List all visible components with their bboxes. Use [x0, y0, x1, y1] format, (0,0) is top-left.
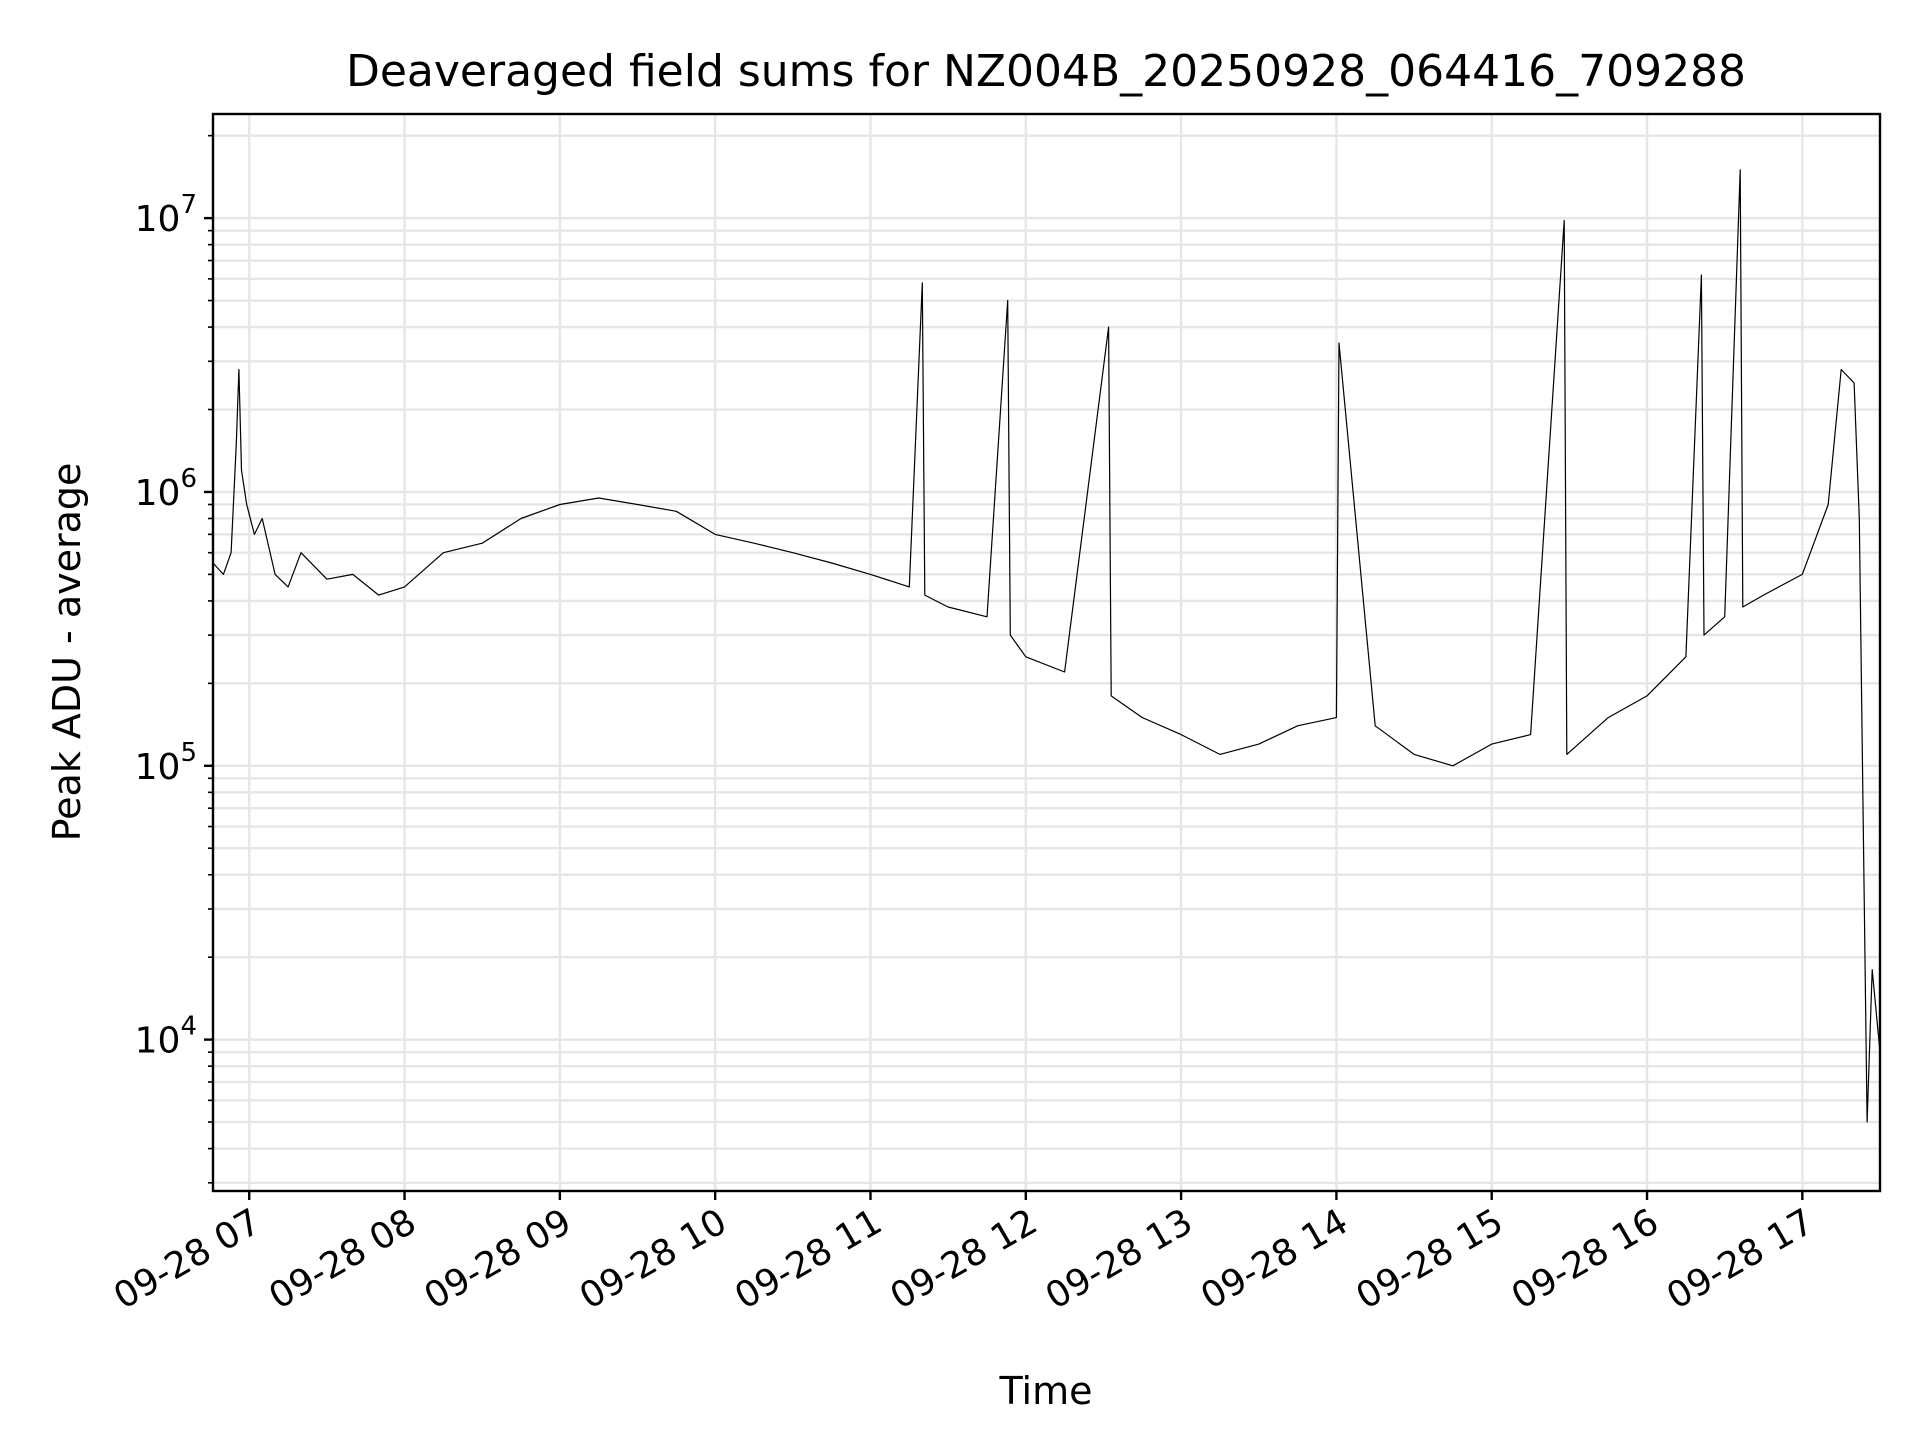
y-tick-label: 107: [135, 190, 197, 240]
y-axis-label: Peak ADU - average: [45, 463, 89, 842]
plot-frame: [211, 112, 1882, 1193]
x-tick-label: 09-28 17: [1660, 1201, 1821, 1317]
y-axis: 104 105 106 107: [135, 134, 213, 1184]
x-tick-label: 09-28 15: [1350, 1201, 1511, 1317]
x-tick-label: 09-28 12: [884, 1201, 1045, 1317]
chart-title: Deaveraged field sums for NZ004B_2025092…: [346, 46, 1746, 97]
y-tick-label: 106: [135, 464, 197, 514]
y-tick-label: 104: [135, 1012, 197, 1062]
x-tick-label: 09-28 13: [1039, 1201, 1200, 1317]
x-tick-label: 09-28 11: [728, 1201, 889, 1317]
x-tick-label: 09-28 10: [573, 1201, 734, 1317]
x-tick-label: 09-28 16: [1505, 1201, 1666, 1317]
series-layer: [212, 169, 1881, 1123]
grid: [213, 114, 1880, 1191]
series-line: [212, 169, 1881, 1123]
x-tick-label: 09-28 09: [418, 1201, 579, 1317]
x-tick-label: 09-28 08: [262, 1201, 423, 1317]
x-tick-label: 09-28 07: [107, 1201, 268, 1317]
x-tick-label: 09-28 14: [1194, 1201, 1355, 1317]
x-axis-label: Time: [999, 1369, 1093, 1413]
y-tick-label: 105: [135, 738, 197, 788]
